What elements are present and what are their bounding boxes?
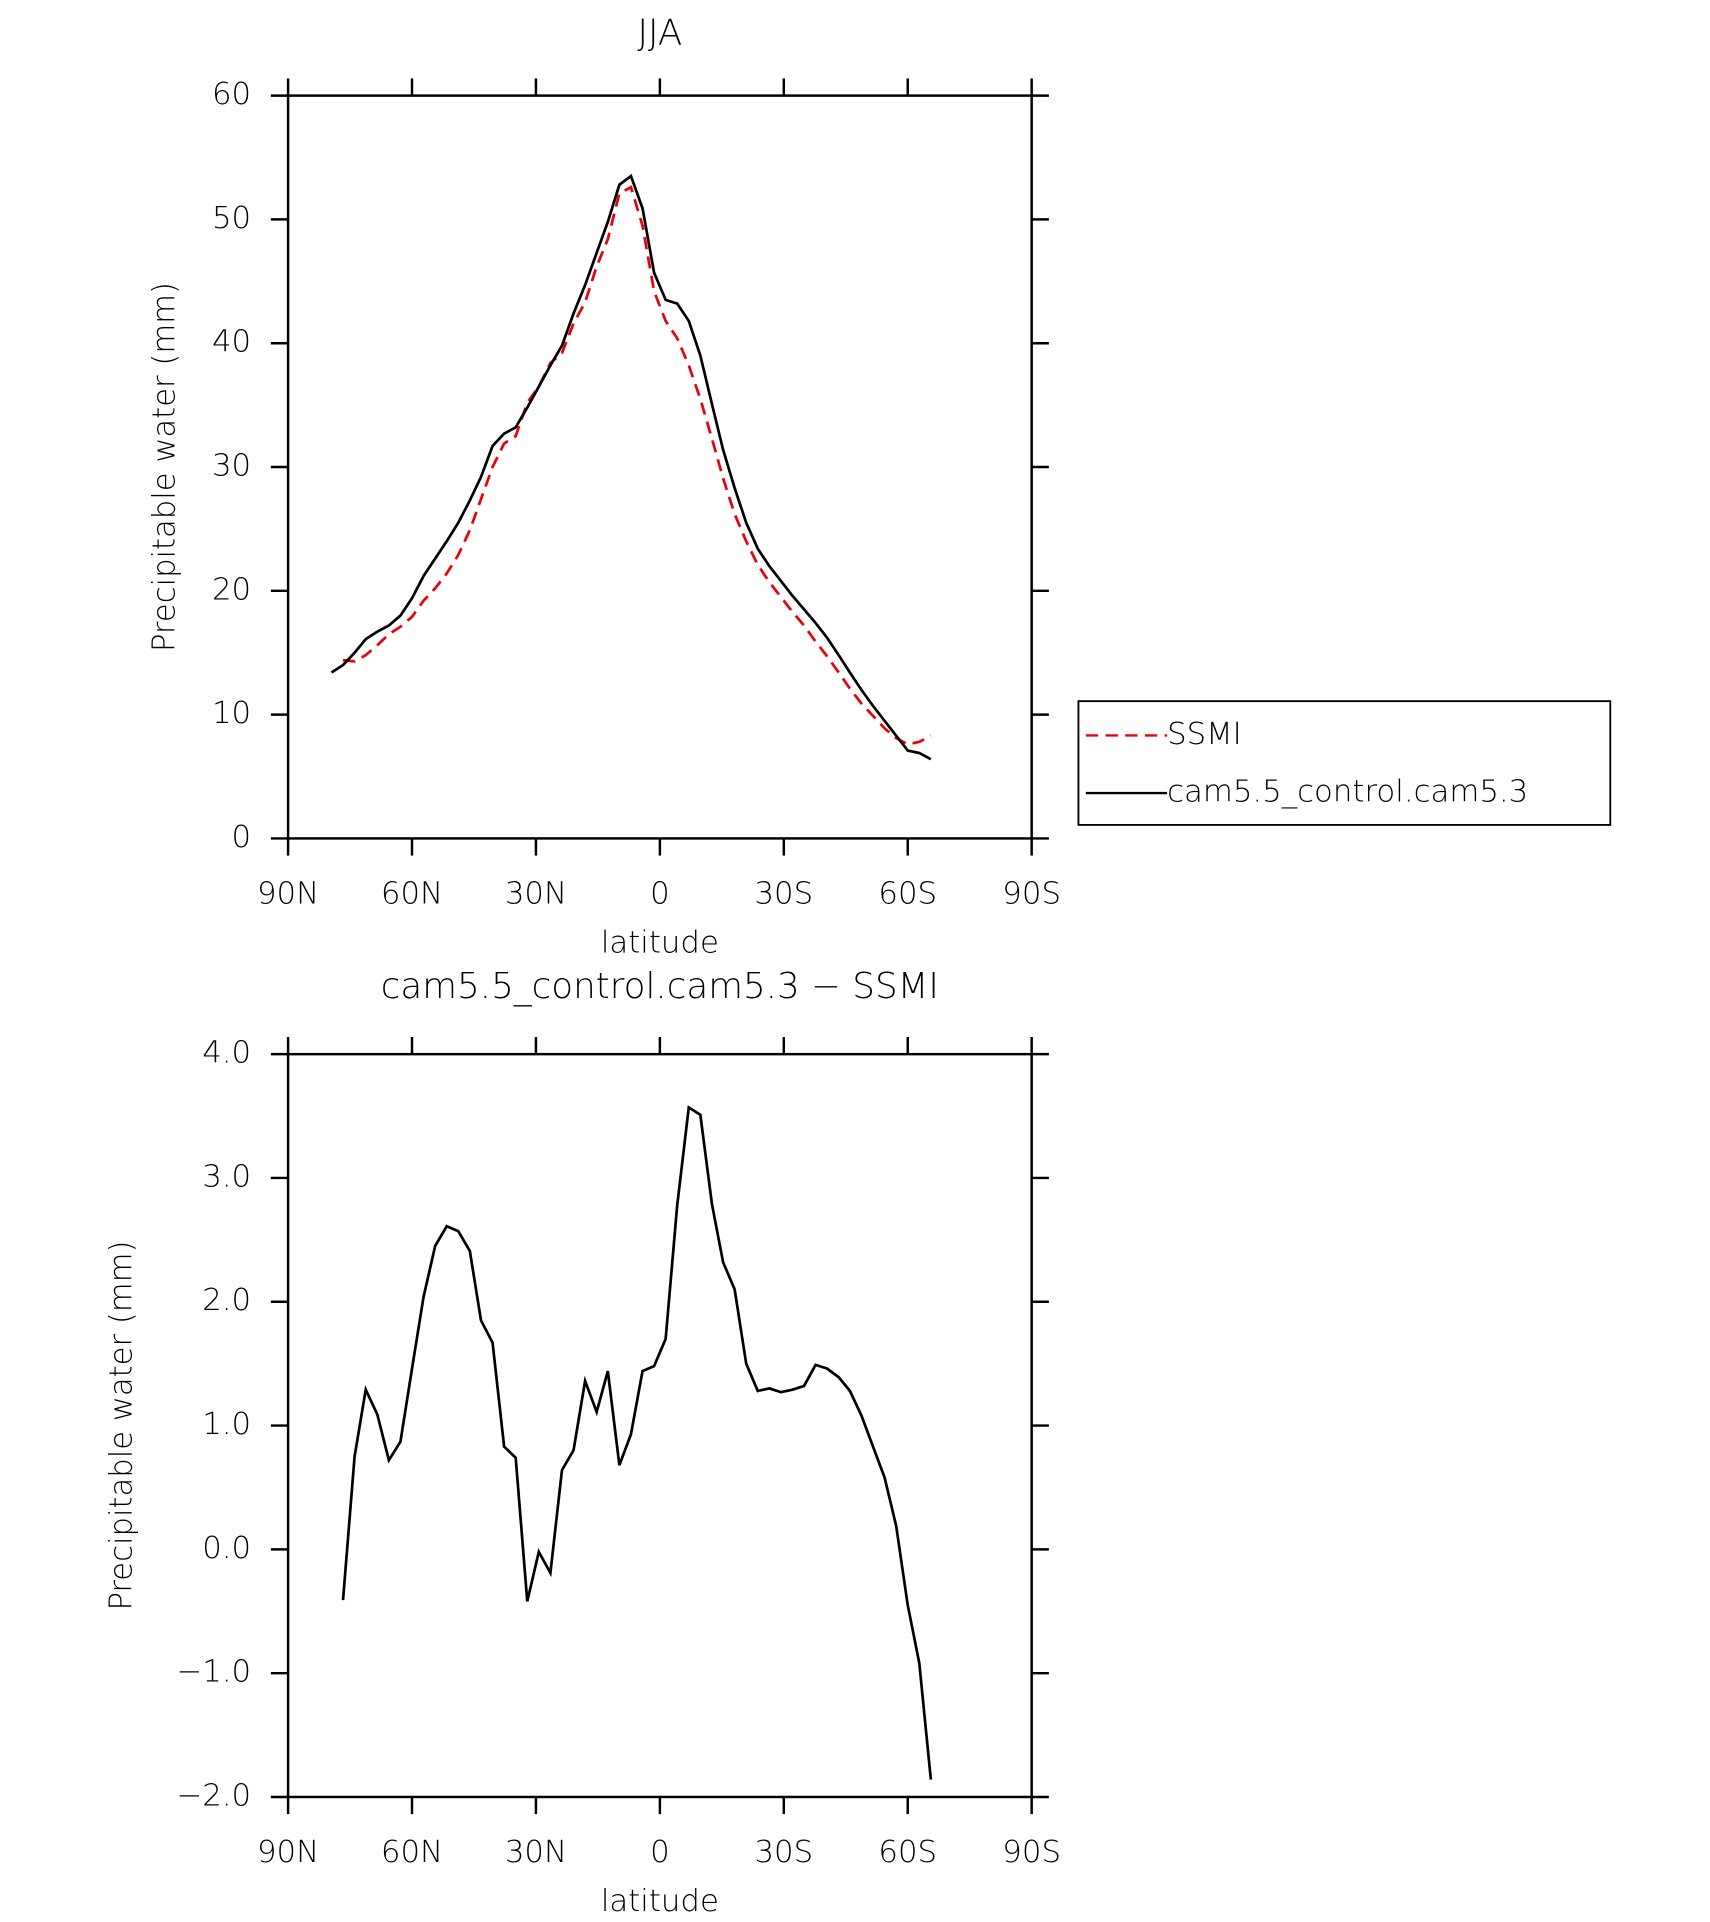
y-tick-label: 30 [212, 448, 251, 484]
x-tick-label: 0 [650, 875, 670, 911]
y-tick-label: 4.0 [202, 1035, 251, 1071]
x-tick-label: 30N [505, 1834, 567, 1870]
x-tick-label: 90N [257, 875, 319, 911]
y-tick-label: 1.0 [202, 1406, 251, 1442]
x-tick-label: 90S [1002, 1834, 1061, 1870]
y-tick-label: 10 [212, 695, 251, 731]
y-axis-label: Precipitable water (mm) [147, 282, 183, 652]
data-line [341, 1105, 933, 1780]
data-line [330, 173, 932, 761]
x-tick-label: 30N [505, 875, 567, 911]
data-line [342, 185, 932, 746]
y-tick-label: 3.0 [202, 1159, 251, 1195]
y-tick-label: 2.0 [202, 1282, 251, 1318]
legend-label: SSMI [1167, 716, 1242, 752]
x-tick-label: 30S [754, 1834, 813, 1870]
y-axis-label: Precipitable water (mm) [104, 1241, 140, 1611]
y-tick-label: 50 [212, 200, 251, 236]
chart-title: JJA [637, 12, 682, 53]
y-tick-label: 40 [212, 324, 251, 360]
x-tick-label: 60N [381, 875, 443, 911]
plot-frame [286, 94, 1033, 840]
y-tick-label: −1.0 [176, 1654, 251, 1690]
y-tick-label: 20 [212, 571, 251, 607]
x-tick-label: 60S [878, 875, 937, 911]
plot-frame [286, 1052, 1033, 1799]
y-tick-label: 0.0 [202, 1530, 251, 1566]
x-tick-label: 30S [754, 875, 813, 911]
y-tick-label: −2.0 [176, 1778, 251, 1814]
x-axis-label: latitude [601, 924, 719, 960]
x-tick-label: 0 [650, 1834, 670, 1870]
x-tick-label: 90N [257, 1834, 319, 1870]
x-tick-label: 60S [878, 1834, 937, 1870]
chart-title: cam5.5_control.cam5.3 − SSMI [381, 966, 939, 1007]
legend-label: cam5.5_control.cam5.3 [1167, 774, 1528, 810]
x-tick-label: 60N [381, 1834, 443, 1870]
x-axis-label: latitude [601, 1883, 719, 1919]
y-tick-label: 60 [212, 76, 251, 112]
y-tick-label: 0 [232, 819, 252, 855]
x-tick-label: 90S [1002, 875, 1061, 911]
legend-box [1077, 700, 1612, 826]
